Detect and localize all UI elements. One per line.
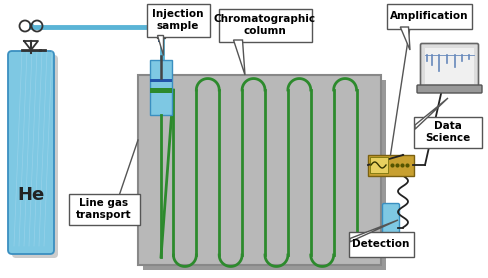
Polygon shape — [233, 40, 244, 75]
FancyBboxPatch shape — [68, 193, 139, 225]
FancyBboxPatch shape — [382, 203, 399, 252]
Text: Detection: Detection — [351, 239, 409, 249]
Bar — [150, 79, 172, 82]
Polygon shape — [349, 220, 397, 242]
Text: Data
Science: Data Science — [424, 121, 469, 143]
Bar — [158, 36, 163, 42]
FancyBboxPatch shape — [146, 4, 209, 36]
Text: Amplification: Amplification — [389, 11, 468, 21]
Bar — [150, 60, 172, 115]
Text: Chromatographic
column: Chromatographic column — [214, 14, 315, 36]
FancyBboxPatch shape — [413, 116, 481, 148]
Bar — [369, 157, 387, 173]
Bar — [138, 75, 380, 265]
Bar — [150, 88, 172, 93]
Text: Injection
sample: Injection sample — [152, 9, 203, 31]
Bar — [142, 80, 385, 270]
FancyBboxPatch shape — [8, 51, 54, 254]
FancyBboxPatch shape — [367, 155, 413, 175]
Text: Line gas
transport: Line gas transport — [76, 198, 132, 220]
Polygon shape — [157, 35, 163, 55]
Bar — [157, 22, 164, 38]
FancyBboxPatch shape — [420, 43, 478, 88]
Text: He: He — [18, 187, 44, 204]
Bar — [424, 48, 473, 84]
FancyBboxPatch shape — [416, 85, 481, 93]
FancyBboxPatch shape — [386, 4, 470, 29]
FancyBboxPatch shape — [12, 55, 58, 258]
FancyBboxPatch shape — [348, 232, 413, 257]
FancyBboxPatch shape — [218, 9, 311, 41]
Bar — [384, 241, 396, 248]
Polygon shape — [400, 27, 409, 50]
Polygon shape — [414, 98, 447, 129]
